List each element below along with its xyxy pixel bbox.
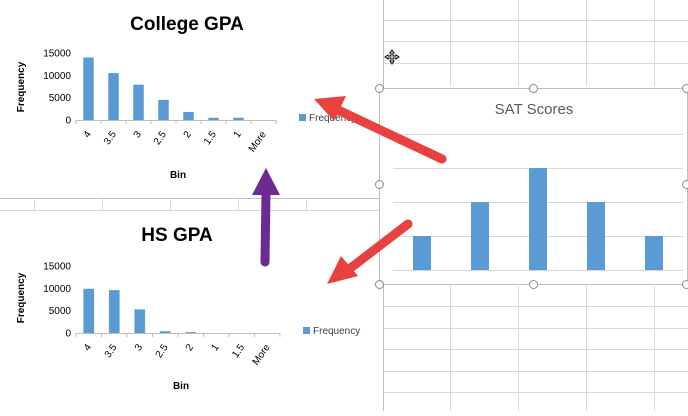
college-gpa-ytick-label: 5000: [49, 93, 72, 104]
hs-gpa-xtick-label: 1: [210, 342, 222, 353]
sat-bar: [645, 236, 663, 270]
resize-handle-middle-right[interactable]: [682, 180, 688, 189]
resize-handle-bottom-middle[interactable]: [529, 280, 538, 289]
hs-gpa-bar: [185, 332, 197, 333]
sat-scores-chart-svg: SAT Scores: [379, 88, 688, 285]
college-gpa-chart[interactable]: College GPA Frequency Bin 0 5000 10000 1500…: [0, 0, 382, 197]
college-gpa-xtick-label: 3: [132, 129, 144, 140]
resize-handle-top-left[interactable]: [375, 84, 384, 93]
resize-handle-top-right[interactable]: [682, 84, 688, 93]
college-gpa-xlabel: Bin: [170, 170, 186, 181]
hs-gpa-xtick-label: More: [251, 342, 273, 367]
college-gpa-bar: [83, 57, 94, 120]
college-gpa-xtick-label: 4: [82, 129, 94, 140]
resize-handle-bottom-left[interactable]: [375, 280, 384, 289]
hs-gpa-xtick-label: 4: [82, 342, 94, 353]
college-gpa-ytick-label: 0: [65, 116, 71, 127]
college-gpa-xtick-label: 1.5: [202, 129, 219, 147]
college-gpa-bar: [208, 117, 219, 120]
hs-gpa-chart[interactable]: HS GPA Frequency Bin 0 5000 10000 15000 4 3.5…: [0, 211, 382, 411]
hs-gpa-xtick-label: 2: [184, 342, 196, 353]
college-gpa-xtick-label: 3.5: [102, 129, 119, 147]
college-gpa-legend-swatch: [299, 114, 306, 121]
college-gpa-bar: [183, 111, 194, 120]
hs-gpa-bar: [159, 331, 171, 333]
hs-gpa-xlabel: Bin: [173, 381, 189, 392]
resize-handle-top-middle[interactable]: [529, 84, 538, 93]
sat-scores-chart[interactable]: SAT Scores: [379, 88, 688, 285]
move-cursor-icon: [384, 49, 400, 65]
hs-gpa-bar: [108, 290, 120, 333]
sat-bar: [529, 168, 547, 270]
resize-handle-bottom-right[interactable]: [682, 280, 688, 289]
resize-handle-middle-left[interactable]: [375, 180, 384, 189]
hs-gpa-ytick-label: 5000: [49, 306, 72, 317]
sat-bar: [471, 202, 489, 270]
college-gpa-bar: [233, 117, 244, 120]
hs-gpa-ylabel: Frequency: [16, 272, 27, 323]
hs-gpa-bar: [83, 288, 95, 333]
hs-gpa-title: HS GPA: [141, 225, 213, 246]
college-gpa-legend-label: Frequency: [309, 113, 356, 124]
college-gpa-xtick-label: 2.5: [152, 129, 169, 147]
hs-gpa-xtick-label: 3: [133, 342, 145, 353]
hs-gpa-chart-svg: HS GPA Frequency Bin 0 5000 10000 15000 4 3.5…: [16, 225, 360, 392]
college-gpa-bar: [108, 73, 119, 120]
college-gpa-ytick-label: 10000: [43, 71, 71, 82]
college-gpa-xtick-label: More: [247, 129, 269, 154]
college-gpa-title: College GPA: [130, 14, 244, 35]
college-gpa-ytick-label: 15000: [43, 49, 71, 60]
sat-bar: [413, 236, 431, 270]
college-gpa-xtick-label: 1: [232, 129, 244, 140]
college-gpa-bar: [158, 99, 169, 120]
hs-gpa-ytick-label: 0: [65, 329, 71, 340]
sat-bar: [587, 202, 605, 270]
hs-gpa-legend-label: Frequency: [313, 326, 360, 337]
college-gpa-ylabel: Frequency: [16, 61, 27, 112]
hs-gpa-xtick-label: 3.5: [103, 342, 120, 360]
hs-gpa-legend-swatch: [303, 327, 310, 334]
hs-gpa-ytick-label: 15000: [43, 262, 71, 273]
hs-gpa-ytick-label: 10000: [43, 284, 71, 295]
college-gpa-chart-svg: College GPA Frequency Bin 0 5000 10000 1500…: [16, 14, 356, 181]
hs-gpa-bar: [134, 309, 146, 333]
college-gpa-xtick-label: 2: [182, 129, 194, 140]
college-gpa-bar: [133, 84, 144, 120]
hs-gpa-xtick-label: 2.5: [154, 342, 171, 360]
sat-scores-title: SAT Scores: [495, 101, 574, 118]
hs-gpa-xtick-label: 1.5: [230, 342, 247, 360]
